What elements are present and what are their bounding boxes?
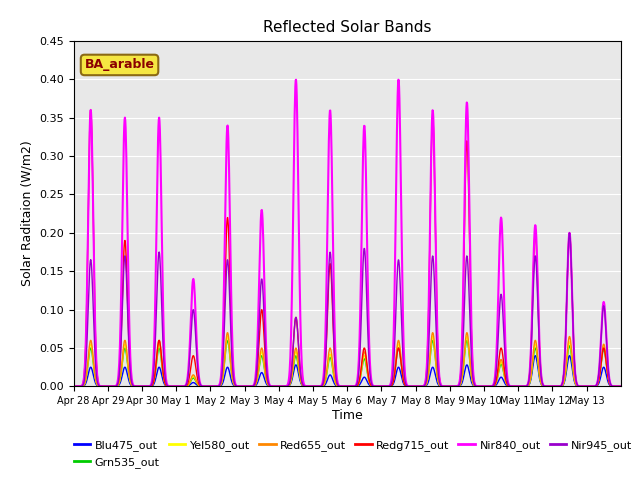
Red655_out <box>156 337 163 343</box>
Yel580_out <box>477 384 484 389</box>
Blu475_out <box>556 384 564 389</box>
Line: Grn535_out: Grn535_out <box>74 340 621 386</box>
Nir840_out <box>323 268 330 274</box>
Red655_out <box>557 384 564 389</box>
Yel580_out <box>70 384 77 389</box>
Legend: Blu475_out, Grn535_out, Yel580_out, Red655_out, Redg715_out, Nir840_out, Nir945_: Blu475_out, Grn535_out, Yel580_out, Red6… <box>74 440 632 468</box>
Red655_out <box>610 384 618 389</box>
Nir945_out <box>156 249 163 255</box>
Red655_out <box>333 383 341 388</box>
Nir840_out <box>610 384 618 389</box>
Blu475_out <box>617 384 625 389</box>
Blu475_out <box>70 384 77 389</box>
Redg715_out <box>323 333 330 338</box>
Blu475_out <box>476 384 484 389</box>
X-axis label: Time: Time <box>332 409 363 422</box>
Nir840_out <box>156 115 163 120</box>
Nir945_out <box>333 379 340 384</box>
Redg715_out <box>617 384 625 389</box>
Line: Nir945_out: Nir945_out <box>74 233 621 386</box>
Title: Reflected Solar Bands: Reflected Solar Bands <box>263 21 431 36</box>
Grn535_out <box>224 337 232 343</box>
Redg715_out <box>610 384 618 389</box>
Line: Nir840_out: Nir840_out <box>74 80 621 386</box>
Line: Yel580_out: Yel580_out <box>74 336 621 386</box>
Blu475_out <box>156 364 163 370</box>
Grn535_out <box>323 372 330 377</box>
Red655_out <box>224 330 232 336</box>
Blu475_out <box>566 353 573 359</box>
Redg715_out <box>333 380 341 386</box>
Red655_out <box>477 384 484 389</box>
Yel580_out <box>156 341 163 347</box>
Grn535_out <box>333 383 341 388</box>
Grn535_out <box>156 345 163 351</box>
Line: Redg715_out: Redg715_out <box>74 110 621 386</box>
Nir840_out <box>292 77 300 83</box>
Grn535_out <box>557 384 564 389</box>
Nir945_out <box>556 384 564 389</box>
Line: Red655_out: Red655_out <box>74 333 621 386</box>
Grn535_out <box>617 384 625 389</box>
Nir945_out <box>476 384 484 389</box>
Nir840_out <box>557 383 564 389</box>
Nir840_out <box>333 376 341 382</box>
Yel580_out <box>323 370 330 376</box>
Blu475_out <box>333 383 340 389</box>
Nir840_out <box>477 384 484 389</box>
Nir945_out <box>610 384 618 389</box>
Redg715_out <box>557 383 564 389</box>
Grn535_out <box>477 384 484 389</box>
Y-axis label: Solar Raditaion (W/m2): Solar Raditaion (W/m2) <box>20 141 33 287</box>
Grn535_out <box>70 384 77 389</box>
Redg715_out <box>477 384 484 389</box>
Nir945_out <box>566 230 573 236</box>
Yel580_out <box>224 334 232 339</box>
Nir840_out <box>70 384 77 389</box>
Redg715_out <box>156 338 163 344</box>
Nir945_out <box>70 384 77 389</box>
Grn535_out <box>610 384 618 389</box>
Nir840_out <box>617 384 625 389</box>
Yel580_out <box>617 384 625 389</box>
Redg715_out <box>70 384 77 389</box>
Yel580_out <box>333 383 341 388</box>
Blu475_out <box>323 380 330 385</box>
Yel580_out <box>557 384 564 389</box>
Blu475_out <box>610 384 618 389</box>
Line: Blu475_out: Blu475_out <box>74 356 621 386</box>
Red655_out <box>617 384 625 389</box>
Red655_out <box>70 384 77 389</box>
Yel580_out <box>610 384 618 389</box>
Red655_out <box>323 368 330 373</box>
Text: BA_arable: BA_arable <box>84 59 154 72</box>
Nir945_out <box>617 384 625 389</box>
Nir945_out <box>323 337 330 343</box>
Redg715_out <box>87 107 95 113</box>
